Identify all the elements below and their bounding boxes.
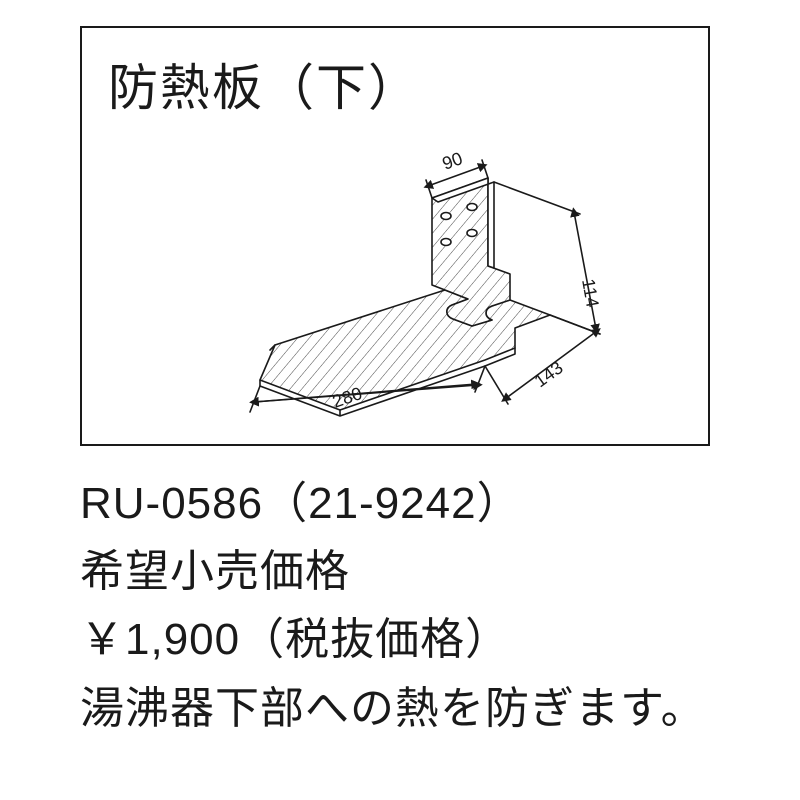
model-code: 21-9242: [308, 479, 476, 528]
description: 湯沸器下部への熱を防ぎます。: [80, 675, 706, 743]
price-line: ￥1,900（税抜価格）: [80, 606, 706, 674]
dim-label-depth: 143: [531, 357, 567, 391]
base-plate-hatch: [260, 290, 550, 410]
product-title: 防熱板（下）: [108, 48, 420, 120]
product-info: RU-0586（21-9242） 希望小売価格 ￥1,900（税抜価格） 湯沸器…: [80, 470, 706, 743]
model-code-open: （: [263, 479, 308, 528]
dim-label-height: 114: [578, 277, 603, 309]
price-label: 希望小売価格: [80, 538, 706, 606]
price-note: （税抜価格）: [240, 615, 510, 664]
model-number: RU-0586: [80, 479, 263, 528]
model-line: RU-0586（21-9242）: [80, 470, 706, 538]
dim-label-top: 90: [440, 150, 466, 174]
technical-drawing: 90 280 143 114: [220, 150, 640, 430]
model-code-close: ）: [477, 479, 522, 528]
price-value: ￥1,900: [80, 615, 240, 664]
